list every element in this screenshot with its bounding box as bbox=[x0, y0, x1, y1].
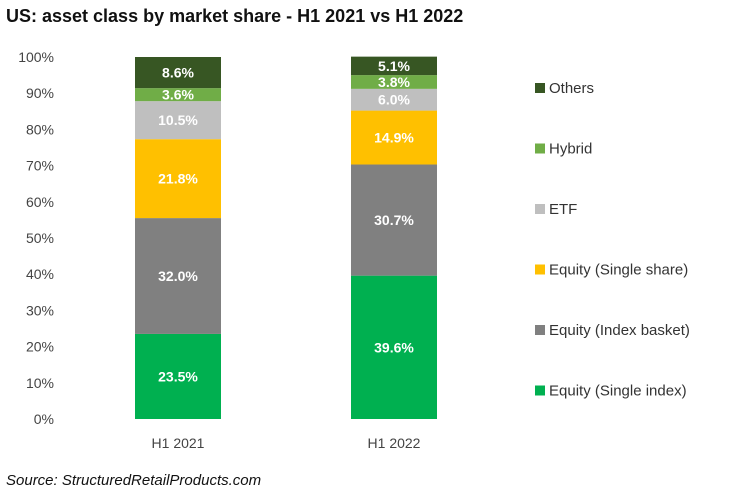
y-tick-label: 20% bbox=[26, 339, 54, 355]
x-category-label: H1 2021 bbox=[152, 435, 205, 451]
data-label: 3.6% bbox=[162, 87, 194, 103]
bar-segment bbox=[351, 275, 437, 419]
bar-segment bbox=[351, 164, 437, 276]
data-label: 32.0% bbox=[158, 268, 198, 284]
bar-segment bbox=[135, 139, 221, 219]
data-label: 30.7% bbox=[374, 212, 414, 228]
bar-segment bbox=[135, 101, 221, 140]
data-label: 3.8% bbox=[378, 74, 410, 90]
data-label: 14.9% bbox=[374, 130, 414, 146]
legend-label: Equity (Index basket) bbox=[549, 322, 690, 339]
x-category-label: H1 2022 bbox=[368, 435, 421, 451]
bar-segment bbox=[135, 218, 221, 334]
legend-label: ETF bbox=[549, 201, 577, 218]
y-tick-label: 40% bbox=[26, 266, 54, 282]
y-tick-label: 0% bbox=[34, 411, 54, 427]
y-axis: 0% 10% 20% 30% 40% 50% 60% 70% 80% 90% 100% bbox=[18, 49, 54, 427]
y-tick-label: 50% bbox=[26, 230, 54, 246]
legend-swatch bbox=[535, 83, 545, 93]
data-label: 5.1% bbox=[378, 58, 410, 74]
data-label: 6.0% bbox=[378, 92, 410, 108]
x-axis: H1 2021 H1 2022 bbox=[152, 435, 421, 451]
y-tick-label: 60% bbox=[26, 194, 54, 210]
legend: Others Hybrid ETF Equity (Single share) Equi… bbox=[535, 80, 690, 400]
legend-swatch bbox=[535, 325, 545, 335]
y-tick-label: 70% bbox=[26, 158, 54, 174]
legend-swatch bbox=[535, 385, 545, 396]
bar-segment bbox=[351, 110, 437, 165]
legend-label: Equity (Single share) bbox=[549, 262, 688, 279]
y-tick-label: 10% bbox=[26, 375, 54, 391]
y-tick-label: 100% bbox=[18, 49, 54, 65]
bar-segment bbox=[135, 57, 221, 89]
bars: 23.5% 32.0% 21.8% 10.5% 3.6% 8.6% 39.6% 30.7% 14… bbox=[135, 56, 437, 419]
bar-segment bbox=[351, 56, 437, 76]
bar-segment bbox=[135, 333, 221, 419]
legend-label: Equity (Single index) bbox=[549, 383, 687, 400]
y-tick-label: 80% bbox=[26, 121, 54, 137]
data-label: 23.5% bbox=[158, 368, 198, 384]
data-label: 8.6% bbox=[162, 65, 194, 81]
y-tick-label: 90% bbox=[26, 85, 54, 101]
data-label: 39.6% bbox=[374, 339, 414, 355]
legend-label: Others bbox=[549, 80, 594, 97]
bar-segment bbox=[351, 75, 437, 89]
legend-swatch bbox=[535, 264, 545, 275]
legend-swatch bbox=[535, 143, 545, 154]
data-label: 21.8% bbox=[158, 171, 198, 187]
bar-segment bbox=[351, 88, 437, 111]
legend-swatch bbox=[535, 204, 545, 214]
legend-label: Hybrid bbox=[549, 141, 592, 158]
y-tick-label: 30% bbox=[26, 302, 54, 318]
source-note: Source: StructuredRetailProducts.com bbox=[6, 472, 262, 489]
data-label: 10.5% bbox=[158, 112, 198, 128]
chart-title: US: asset class by market share - H1 202… bbox=[6, 6, 464, 26]
bar-segment bbox=[135, 88, 221, 102]
